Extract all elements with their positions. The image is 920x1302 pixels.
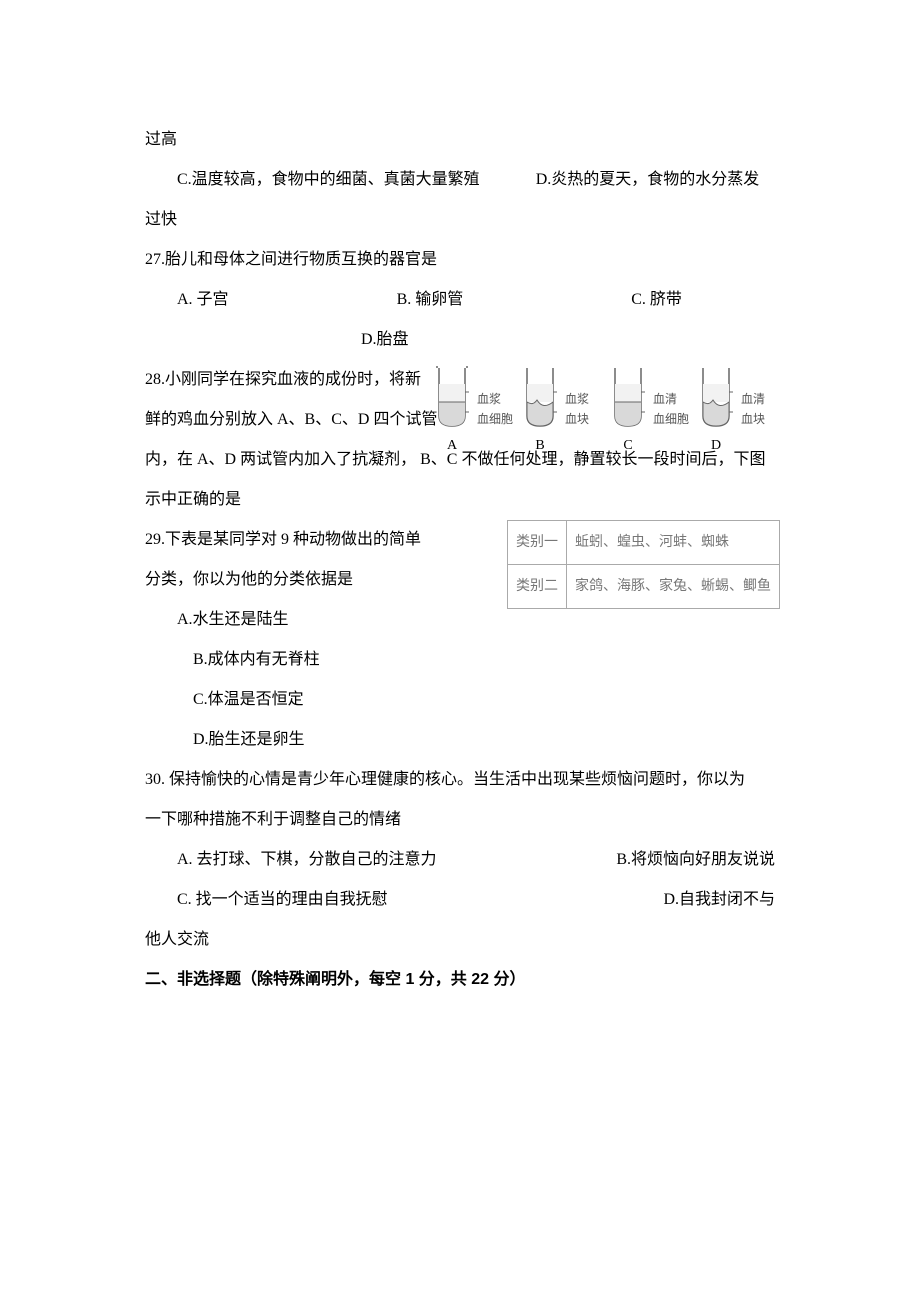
partial-prev-line3: 过快 <box>145 200 775 240</box>
q29-option-c: C.体温是否恒定 <box>145 680 775 720</box>
q29-block: 类别一 蚯蚓、蝗虫、河蚌、蜘蛛 类别二 家鸽、海豚、家兔、蜥蜴、鲫鱼 29.下表… <box>145 520 775 600</box>
tube-d: 血清 血块 D <box>699 366 733 463</box>
q28-tubes-figure: 血浆 血细胞 A 血浆 血块 B <box>435 366 785 461</box>
q30-option-a: A. 去打球、下棋，分散自己的注意力 <box>145 840 437 880</box>
q27-option-d: D.胎盘 <box>145 320 775 360</box>
table-row: 类别二 家鸽、海豚、家兔、蜥蜴、鲫鱼 <box>508 565 780 609</box>
q30-stem-line2: 一下哪种措施不利于调整自己的情绪 <box>145 800 775 840</box>
q30-stem-line1: 30. 保持愉快的心情是青少年心理健康的核心。当生活中出现某些烦恼问题时，你以为 <box>145 760 775 800</box>
q29-cat1-animals: 蚯蚓、蝗虫、河蚌、蜘蛛 <box>567 521 780 565</box>
tube-d-letter: D <box>699 428 733 463</box>
tube-c-svg <box>611 366 645 428</box>
tube-b-lower-label: 血块 <box>565 404 589 434</box>
tube-c: 血清 血细胞 C <box>611 366 645 463</box>
tube-c-lower-label: 血细胞 <box>653 404 689 434</box>
q29-options: A.水生还是陆生 B.成体内有无脊柱 C.体温是否恒定 D.胎生还是卵生 <box>145 600 775 760</box>
q30-option-c: C. 找一个适当的理由自我抚慰 <box>145 880 388 920</box>
tube-a-svg <box>435 366 469 428</box>
q29-classification-table: 类别一 蚯蚓、蝗虫、河蚌、蜘蛛 类别二 家鸽、海豚、家兔、蜥蜴、鲫鱼 <box>507 520 780 609</box>
q27-option-b: B. 输卵管 <box>229 280 464 320</box>
tube-b-letter: B <box>523 428 557 463</box>
q28-stem-line4: 示中正确的是 <box>145 480 775 520</box>
q29-cat1-label: 类别一 <box>508 521 567 565</box>
q30-option-d-cont: 他人交流 <box>145 920 775 960</box>
q28-block: 血浆 血细胞 A 血浆 血块 B <box>145 360 775 520</box>
tube-a: 血浆 血细胞 A <box>435 366 469 463</box>
q30-row-ab: A. 去打球、下棋，分散自己的注意力 B.将烦恼向好朋友说说 <box>145 840 775 880</box>
q29-cat2-animals: 家鸽、海豚、家兔、蜥蜴、鲫鱼 <box>567 565 780 609</box>
tube-b-svg <box>523 366 557 428</box>
prev-option-d: D.炎热的夏天，食物的水分蒸发 <box>536 171 760 188</box>
q30-option-b: B.将烦恼向好朋友说说 <box>616 840 775 880</box>
tube-a-lower-label: 血细胞 <box>477 404 513 434</box>
tube-d-svg <box>699 366 733 428</box>
q30-row-cd: C. 找一个适当的理由自我抚慰 D.自我封闭不与 <box>145 880 775 920</box>
partial-prev-line1: 过高 <box>145 120 775 160</box>
q27-option-a: A. 子宫 <box>145 280 229 320</box>
tube-a-letter: A <box>435 428 469 463</box>
tube-c-letter: C <box>611 428 645 463</box>
q27-options-row1: A. 子宫 B. 输卵管 C. 脐带 <box>145 280 775 320</box>
q29-option-b: B.成体内有无脊柱 <box>145 640 775 680</box>
section2-heading: 二、非选择题（除特殊阐明外，每空 1 分，共 22 分） <box>145 960 775 1000</box>
q30-option-d: D.自我封闭不与 <box>663 880 775 920</box>
q29-option-d: D.胎生还是卵生 <box>145 720 775 760</box>
q27-stem: 27.胎儿和母体之间进行物质互换的器官是 <box>145 240 775 280</box>
tube-b: 血浆 血块 B <box>523 366 557 463</box>
tube-d-lower-label: 血块 <box>741 404 765 434</box>
table-row: 类别一 蚯蚓、蝗虫、河蚌、蜘蛛 <box>508 521 780 565</box>
q27-option-c: C. 脐带 <box>463 280 682 320</box>
q29-cat2-label: 类别二 <box>508 565 567 609</box>
partial-prev-line2: C.温度较高，食物中的细菌、真菌大量繁殖 D.炎热的夏天，食物的水分蒸发 <box>145 160 775 200</box>
prev-option-c: C.温度较高，食物中的细菌、真菌大量繁殖 <box>177 171 480 188</box>
